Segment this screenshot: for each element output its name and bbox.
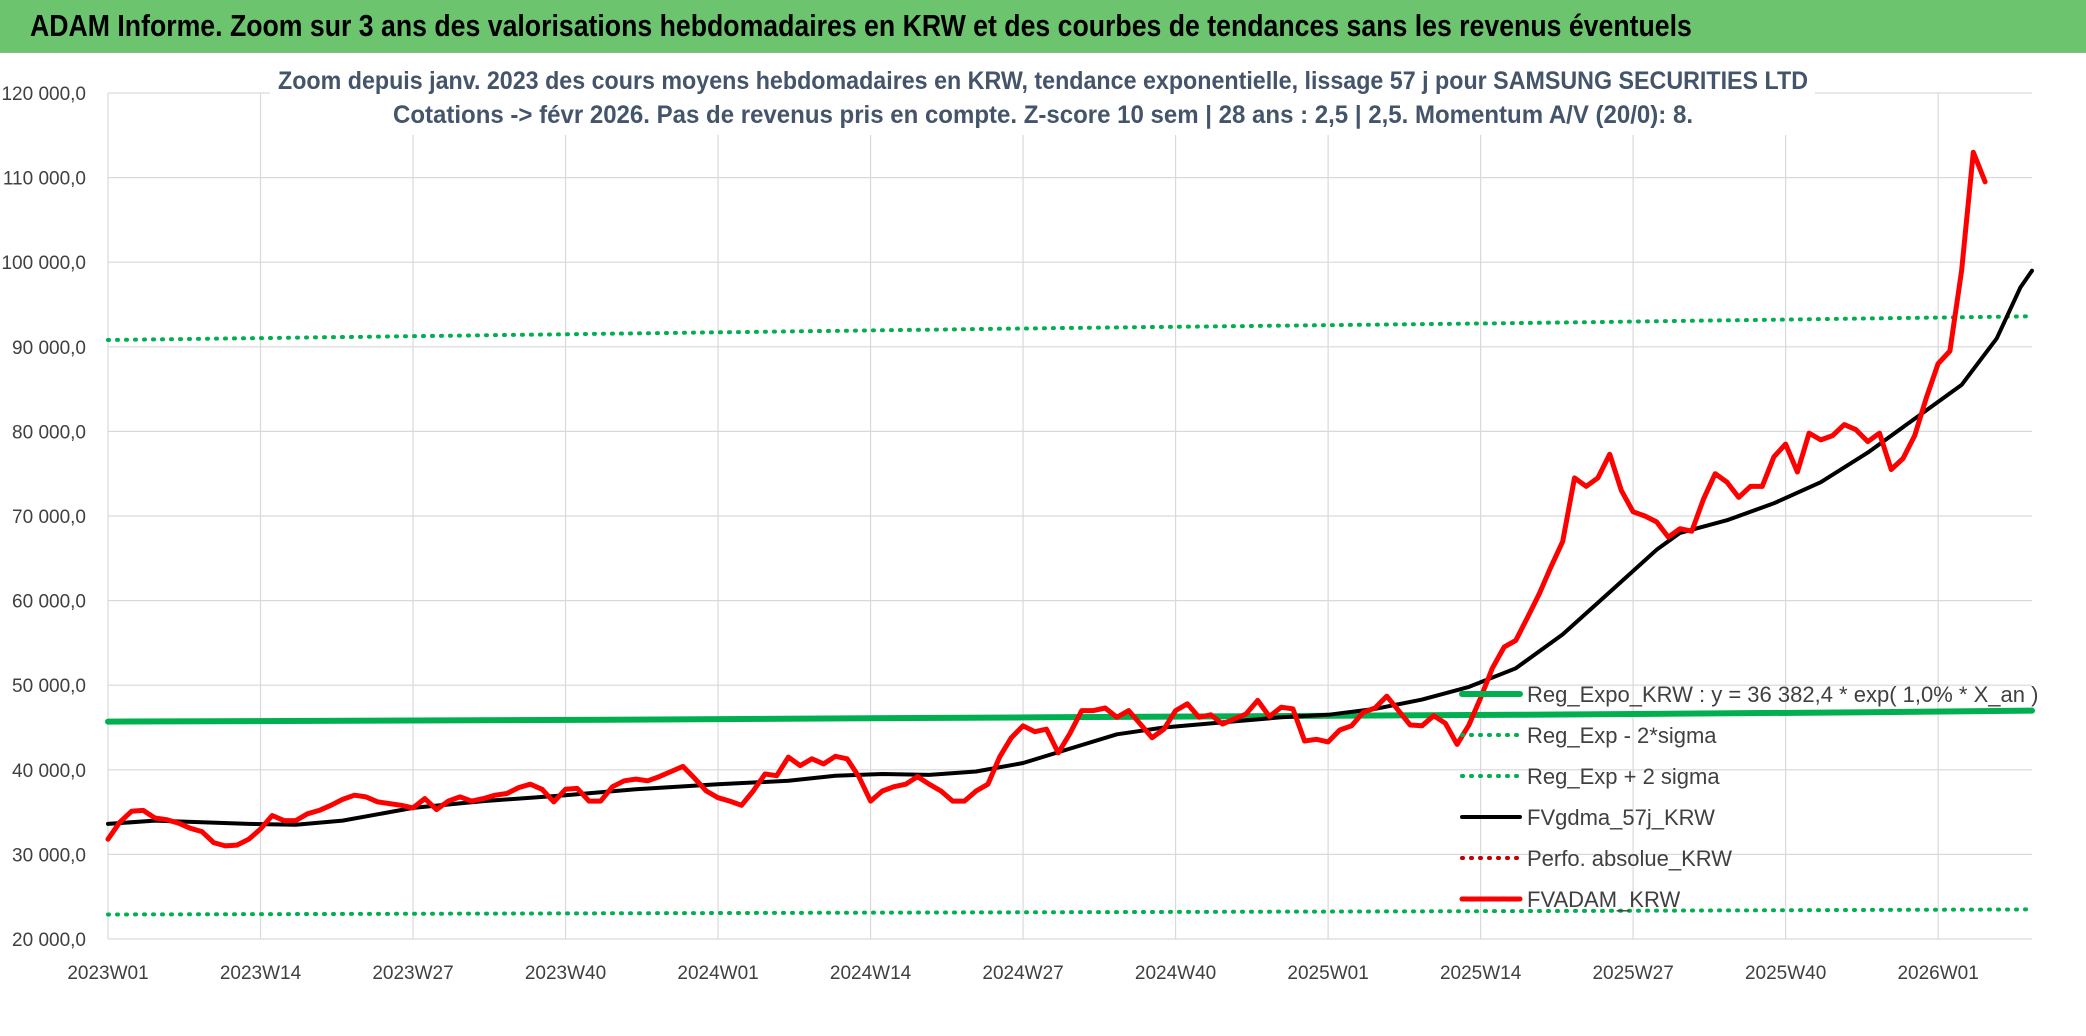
x-tick-label: 2025W27 — [1592, 963, 1673, 984]
chart-subtitle: Cotations -> févr 2026. Pas de revenus p… — [393, 101, 1693, 129]
legend-label: Perfo. absolue_KRW — [1527, 846, 1732, 871]
y-tick-label: 70 000,0 — [12, 507, 86, 528]
chart-area: 20 000,0 30 000,0 40 000,0 50 000,0 60 000,0… — [0, 53, 2086, 1031]
x-tick-label: 2023W14 — [220, 963, 302, 984]
x-tick-label: 2024W01 — [677, 963, 758, 984]
series-line — [105, 149, 1988, 849]
y-tick-label: 30 000,0 — [12, 845, 86, 866]
line-chart: 20 000,0 30 000,0 40 000,0 50 000,0 60 000,0… — [1, 59, 2038, 984]
x-tick-label: 2025W14 — [1440, 963, 1522, 984]
x-tick-label: 2025W01 — [1287, 963, 1368, 984]
series-line — [106, 907, 2034, 917]
x-tick-label: 2024W27 — [982, 963, 1063, 984]
series-line — [106, 268, 2034, 827]
y-tick-label: 20 000,0 — [12, 930, 86, 951]
y-tick-label: 60 000,0 — [12, 592, 86, 613]
y-tick-label: 120 000,0 — [1, 84, 86, 105]
y-tick-label: 80 000,0 — [12, 422, 86, 443]
title-background — [270, 59, 1815, 135]
legend-label: FVgdma_57j_KRW — [1527, 805, 1715, 830]
series-line — [106, 314, 2034, 342]
series-lines — [105, 149, 2035, 917]
x-tick-label: 2023W40 — [525, 963, 606, 984]
chart-title: Zoom depuis janv. 2023 des cours moyens … — [278, 67, 1808, 95]
x-tick-label: 2024W14 — [830, 963, 912, 984]
x-tick-label: 2024W40 — [1135, 963, 1216, 984]
y-tick-label: 90 000,0 — [12, 338, 86, 359]
x-tick-label: 2026W01 — [1897, 963, 1978, 984]
legend-label: Reg_Exp - 2*sigma — [1527, 723, 1717, 748]
y-tick-label: 110 000,0 — [3, 169, 86, 190]
x-tick-label: 2023W01 — [67, 963, 148, 984]
banner: ADAM Informe. Zoom sur 3 ans des valoris… — [0, 0, 2086, 53]
x-axis: 2023W01 2023W14 2023W27 2023W40 2024W01 2024W… — [67, 963, 1978, 984]
legend-label: Reg_Expo_KRW : y = 36 382,4 * exp( 1,0% … — [1527, 682, 2038, 707]
y-tick-label: 40 000,0 — [12, 761, 86, 782]
legend-label: FVADAM_KRW — [1527, 887, 1680, 912]
legend: Reg_Expo_KRW : y = 36 382,4 * exp( 1,0% … — [1459, 682, 2038, 912]
series-line — [105, 707, 2035, 725]
y-tick-label: 50 000,0 — [12, 676, 86, 697]
legend-label: Reg_Exp + 2 sigma — [1527, 764, 1720, 789]
x-tick-label: 2023W27 — [372, 963, 453, 984]
y-axis: 20 000,0 30 000,0 40 000,0 50 000,0 60 000,0… — [1, 84, 86, 951]
x-tick-label: 2025W40 — [1745, 963, 1826, 984]
y-tick-label: 100 000,0 — [1, 253, 86, 274]
banner-title: ADAM Informe. Zoom sur 3 ans des valoris… — [30, 8, 1692, 43]
